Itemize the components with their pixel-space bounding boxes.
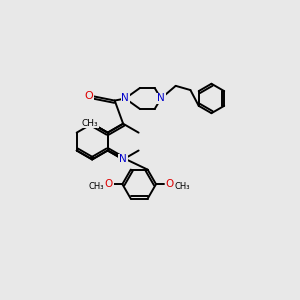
Text: CH₃: CH₃ bbox=[82, 119, 98, 128]
Text: O: O bbox=[105, 179, 113, 189]
Text: CH₃: CH₃ bbox=[175, 182, 190, 191]
Text: O: O bbox=[166, 179, 174, 189]
Text: N: N bbox=[119, 154, 127, 164]
Text: N: N bbox=[122, 94, 129, 103]
Text: CH₃: CH₃ bbox=[88, 182, 104, 191]
Text: N: N bbox=[157, 94, 165, 103]
Text: O: O bbox=[84, 92, 93, 101]
